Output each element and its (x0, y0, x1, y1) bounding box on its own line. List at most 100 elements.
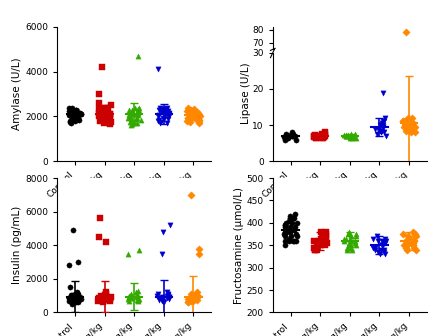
Point (159, 229, 166, 235)
Point (125, 107, 132, 113)
Point (196, 121, 203, 126)
Point (164, 290, 171, 295)
Point (185, 299, 192, 304)
Point (187, 112, 194, 117)
Point (74, 291, 81, 297)
Point (73, 290, 81, 295)
Point (77, 112, 84, 117)
Point (410, 229, 417, 235)
Point (133, 291, 140, 297)
Point (73, 296, 80, 302)
Point (346, 135, 353, 140)
Point (135, 288, 142, 293)
Point (291, 133, 298, 139)
Point (403, 122, 410, 128)
Point (290, 131, 297, 137)
Point (135, 248, 142, 253)
Point (310, 245, 317, 250)
Point (70, 297, 77, 302)
Point (164, 108, 171, 114)
Point (347, 131, 354, 137)
Point (400, 124, 407, 130)
Point (66, 113, 73, 118)
Point (128, 107, 136, 113)
Point (319, 238, 326, 244)
Point (166, 111, 173, 116)
Point (103, 239, 110, 245)
Point (370, 245, 377, 250)
Point (378, 247, 385, 252)
Point (293, 232, 300, 237)
Point (124, 115, 131, 120)
Point (194, 116, 202, 121)
Point (103, 109, 110, 115)
Point (187, 107, 194, 113)
Point (95, 296, 103, 301)
Point (381, 115, 389, 121)
Point (161, 112, 168, 117)
Point (190, 114, 197, 119)
Point (348, 135, 355, 140)
Point (67, 114, 74, 119)
Point (311, 133, 318, 139)
Point (187, 109, 194, 115)
Point (128, 111, 136, 116)
Point (190, 292, 197, 298)
Point (191, 295, 198, 300)
Point (132, 112, 139, 117)
Point (317, 243, 324, 248)
Point (134, 106, 141, 111)
Point (405, 234, 412, 239)
Point (318, 243, 325, 248)
Point (193, 116, 200, 121)
Point (70, 299, 77, 304)
Point (405, 122, 412, 128)
Point (76, 294, 83, 299)
Point (66, 296, 73, 301)
Point (194, 294, 201, 299)
Point (402, 30, 409, 35)
Point (412, 234, 419, 239)
Point (132, 116, 139, 121)
Point (401, 122, 408, 128)
Point (183, 108, 191, 114)
Point (162, 106, 169, 111)
Point (155, 297, 162, 302)
Point (370, 236, 377, 241)
Point (134, 111, 141, 116)
Point (156, 113, 163, 118)
Point (320, 134, 327, 139)
Point (107, 296, 114, 301)
Point (186, 119, 193, 125)
Point (341, 238, 348, 244)
Point (378, 130, 385, 135)
Point (97, 108, 104, 114)
Point (190, 111, 197, 116)
Point (404, 115, 411, 121)
Point (165, 294, 172, 299)
Point (184, 115, 191, 120)
Point (164, 109, 171, 115)
Point (347, 245, 354, 250)
Point (196, 246, 203, 251)
Point (99, 298, 106, 303)
Point (375, 238, 382, 244)
Point (154, 114, 161, 119)
Point (189, 293, 196, 298)
Point (194, 109, 201, 115)
Point (99, 107, 106, 113)
Text: Lipase (U/L): Lipase (U/L) (242, 63, 251, 124)
Point (408, 115, 415, 121)
Point (128, 292, 135, 298)
Point (352, 238, 359, 244)
Point (102, 290, 109, 295)
Point (165, 295, 172, 300)
Point (378, 238, 385, 244)
Point (293, 220, 301, 225)
Point (373, 131, 380, 137)
Point (352, 234, 359, 239)
Point (73, 107, 80, 113)
Point (282, 132, 290, 138)
Point (157, 107, 164, 113)
Point (189, 298, 196, 303)
